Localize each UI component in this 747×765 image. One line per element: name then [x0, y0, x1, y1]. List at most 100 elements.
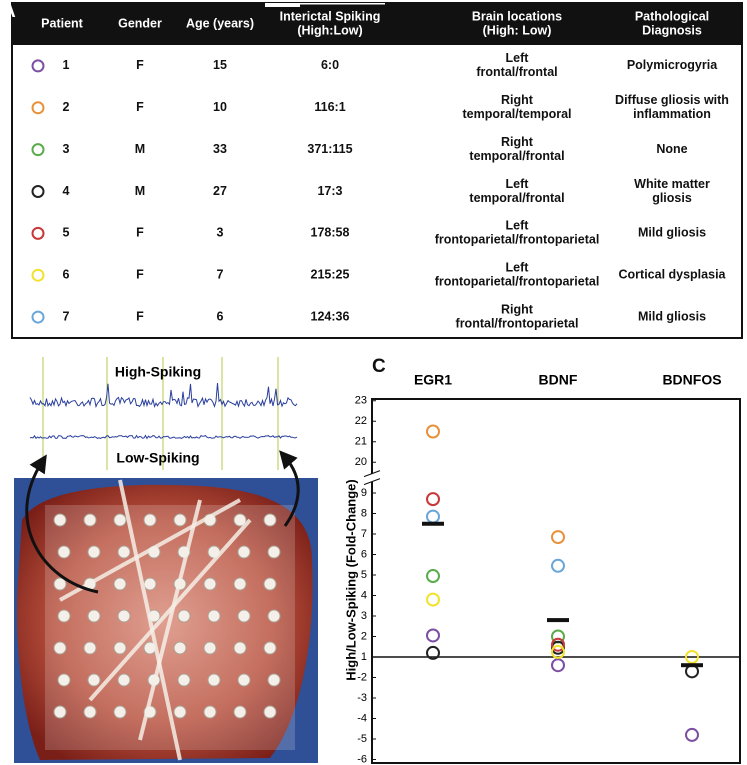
electrode — [173, 513, 187, 527]
y-tick-label: -2 — [357, 671, 367, 683]
electrode — [113, 513, 127, 527]
electrode — [263, 641, 277, 655]
patient-marker — [31, 268, 45, 282]
eeg-trace — [29, 434, 298, 440]
table-cell: 178:58 — [311, 226, 350, 240]
table-cell: inflammation — [633, 107, 711, 121]
table-cell: 3 — [217, 226, 224, 240]
electrode — [233, 705, 247, 719]
data-point — [426, 492, 440, 507]
electrode — [267, 545, 281, 559]
column-header: Pathological — [635, 9, 709, 23]
data-point — [551, 530, 565, 545]
data-point — [685, 727, 699, 742]
table-cell: 6:0 — [321, 58, 339, 72]
y-tick-label: 20 — [355, 456, 367, 468]
electrode — [113, 705, 127, 719]
electrode — [267, 609, 281, 623]
table-cell: Polymicrogyria — [627, 58, 718, 72]
y-tick-label: 4 — [361, 589, 367, 601]
data-point — [426, 592, 440, 607]
electrode — [207, 673, 221, 687]
table-cell: F — [136, 309, 144, 323]
eeg-background — [28, 355, 300, 470]
column-header: Brain locations — [472, 9, 562, 23]
patient-marker — [31, 101, 45, 115]
data-point — [426, 628, 440, 643]
column-header: Age (years) — [186, 16, 254, 30]
table-cell: 15 — [213, 58, 227, 72]
data-point — [551, 558, 565, 573]
y-tick-label: 1 — [361, 651, 367, 663]
electrode-wire — [59, 498, 241, 602]
panel-label: A — [2, 1, 16, 22]
axis-break-gap — [366, 473, 378, 482]
table-cell: 7 — [217, 268, 224, 282]
table-cell: Right — [501, 302, 534, 316]
data-point — [685, 650, 699, 664]
table-cell: frontal/frontal — [476, 65, 557, 79]
table-cell: 215:25 — [311, 268, 350, 282]
table-cell: 6 — [217, 309, 224, 323]
table-cell: 116:1 — [314, 100, 345, 114]
table-cell: None — [656, 142, 687, 156]
table-cell: 27 — [213, 184, 227, 198]
brain-photo — [14, 478, 318, 763]
table-cell: Right — [501, 93, 534, 107]
table-cell: F — [136, 226, 144, 240]
data-point — [551, 644, 565, 659]
table-cell: 2 — [63, 100, 70, 114]
y-tick-label: 9 — [361, 487, 367, 499]
electrode — [57, 609, 71, 623]
electrode — [263, 705, 277, 719]
electrode — [57, 673, 71, 687]
table-cell: temporal/frontal — [469, 191, 564, 205]
x-tick-label: BDNF — [539, 372, 578, 388]
electrode — [233, 513, 247, 527]
table-cell: 124:36 — [311, 309, 350, 323]
column-header: (High:Low) — [297, 23, 362, 37]
electrode — [53, 577, 67, 591]
table-cell: 4 — [63, 184, 70, 198]
electrode — [83, 513, 97, 527]
electrode — [177, 609, 191, 623]
electrode — [83, 705, 97, 719]
plot-frame — [371, 398, 741, 764]
electrode — [233, 577, 247, 591]
table-cell: Mild gliosis — [638, 226, 706, 240]
table-cell: F — [136, 268, 144, 282]
table-cell: Mild gliosis — [638, 309, 706, 323]
column-header: (High: Low) — [483, 23, 552, 37]
table-cell: 1 — [63, 58, 70, 72]
y-tick-label: -6 — [357, 753, 367, 765]
y-tick-label: 21 — [355, 436, 367, 448]
electrode — [87, 673, 101, 687]
header-bar — [300, 3, 385, 5]
electrode-wire — [118, 479, 182, 761]
y-tick-label: 3 — [361, 610, 367, 622]
table-cell: F — [136, 100, 144, 114]
x-tick-label: EGR1 — [414, 372, 452, 388]
electrode — [177, 673, 191, 687]
electrode — [207, 609, 221, 623]
electrode — [173, 641, 187, 655]
y-tick-label: 2 — [361, 630, 367, 642]
table-cell: 33 — [213, 142, 227, 156]
table-cell: Cortical dysplasia — [619, 268, 727, 282]
y-tick-label: 6 — [361, 548, 367, 560]
table-cell: 371:115 — [307, 142, 352, 156]
electrode — [53, 705, 67, 719]
electrode — [117, 545, 131, 559]
y-tick-label: 8 — [361, 507, 367, 519]
column-header: Diagnosis — [642, 23, 702, 37]
electrode — [143, 513, 157, 527]
table-cell: White matter — [634, 177, 710, 191]
table-cell: 6 — [63, 268, 70, 282]
y-axis-label: High/Low-Spiking (Fold-Change) — [343, 479, 358, 680]
eeg-traces — [28, 355, 300, 470]
panel-label: C — [372, 356, 386, 377]
electrode — [113, 641, 127, 655]
eeg-label: High-Spiking — [115, 364, 201, 380]
electrode — [117, 609, 131, 623]
